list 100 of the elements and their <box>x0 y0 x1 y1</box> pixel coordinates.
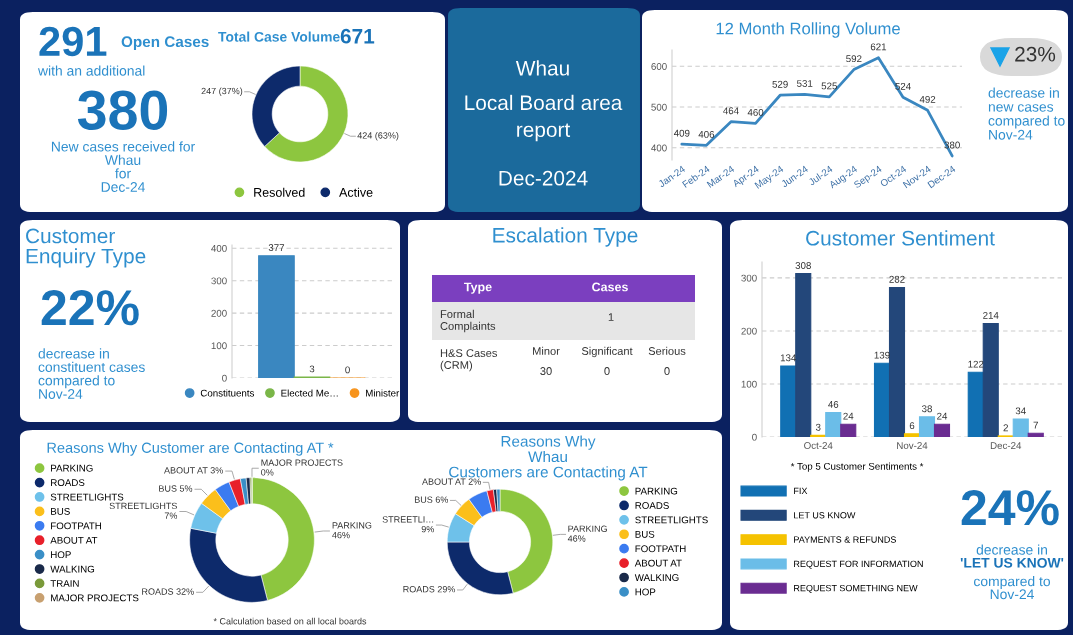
data-label: ROADS 32% <box>142 588 194 595</box>
y-tick-label: 200 <box>741 327 757 335</box>
text: compared to Nov-24 <box>973 576 1051 600</box>
y-tick-label: 600 <box>651 63 667 70</box>
y-tick-label: 400 <box>651 144 667 152</box>
data-label: 592 <box>846 55 862 63</box>
y-tick-label: 200 <box>211 309 227 317</box>
y-tick-label: 0 <box>752 433 757 441</box>
data-label: BUS 5% <box>159 485 193 492</box>
legend-title: * Top 5 Customer Sentiments * <box>790 462 924 472</box>
text: Whau <box>515 60 569 76</box>
data-label: 406 <box>698 130 715 138</box>
legend-label: PAYMENTS & REFUNDS <box>794 536 896 543</box>
data-label: 214 <box>983 311 999 319</box>
data-label: 282 <box>889 275 905 283</box>
data-label: 247 (37%) <box>201 87 243 96</box>
legend-label: ROADS <box>635 502 669 509</box>
text: 380 <box>77 90 168 130</box>
data-label: 0 <box>345 366 350 374</box>
data-label: ABOUT AT 3% <box>164 467 223 474</box>
x-tick-label: Oct-24 <box>804 442 833 449</box>
text: MAJOR PROJECTS 0% <box>261 459 343 476</box>
legend-label: WALKING <box>50 565 95 573</box>
legend-label: PARKING <box>51 464 93 472</box>
legend-label: Resolved <box>254 187 305 197</box>
text: Minor <box>533 346 560 355</box>
text: 22% <box>41 290 139 326</box>
legend-label: PARKING <box>635 487 678 495</box>
data-label: 46 <box>828 401 839 408</box>
text: 23% <box>1015 46 1056 62</box>
text: 'LET US KNOW' <box>960 557 1064 568</box>
bar <box>795 273 812 437</box>
legend-label: REQUEST FOR INFORMATION <box>794 560 923 569</box>
bar <box>258 255 295 378</box>
data-label: 492 <box>919 95 936 103</box>
legend-label: ABOUT AT <box>50 536 98 544</box>
legend-label: HOP <box>635 588 656 596</box>
text: Formal Complaints <box>440 309 496 333</box>
data-label: 308 <box>795 262 811 269</box>
data-label: 6 <box>909 422 915 430</box>
text: 0 <box>604 367 610 375</box>
text: with an additional <box>37 65 145 76</box>
text: 30 <box>540 367 552 375</box>
legend-label: MAJOR PROJECTS <box>51 594 139 602</box>
data-label: 24 <box>937 412 948 420</box>
bar <box>967 371 984 437</box>
legend-label: LET US KNOW <box>794 512 856 519</box>
y-tick-label: 100 <box>741 380 757 388</box>
x-tick-label: Nov-24 <box>897 442 928 449</box>
data-label: STREETLIGHTS 7% <box>109 502 178 519</box>
text: Cases <box>592 282 628 292</box>
text: Local Board area report <box>465 94 623 142</box>
data-label: PARKING 46% <box>332 522 372 539</box>
data-label: 460 <box>747 108 764 116</box>
data-label: 24 <box>843 412 854 420</box>
legend-label: ROADS <box>51 479 85 487</box>
data-label: 531 <box>796 80 813 87</box>
bar <box>825 412 842 437</box>
data-label: 377 <box>268 244 285 252</box>
legend-label: Minister <box>366 389 400 397</box>
x-tick-label: Dec-24 <box>990 442 1022 449</box>
y-tick-label: 300 <box>741 274 757 282</box>
text: decrease in constituent cases compared to Nov-24 <box>38 348 145 399</box>
legend-label: Elected Me… <box>281 389 338 397</box>
data-label: 7 <box>1033 421 1038 429</box>
y-tick-label: 100 <box>211 342 227 350</box>
text: 24% <box>961 490 1059 526</box>
y-tick-label: 500 <box>651 103 667 111</box>
chart-title: Customer Enquiry Type <box>26 228 146 268</box>
data-label: PARKING 46% <box>567 525 607 542</box>
text: 671 <box>340 28 375 44</box>
text: Open Cases <box>121 36 209 51</box>
text: 291 <box>39 26 107 57</box>
text: H&S Cases (CRM) <box>440 349 498 372</box>
text: 1 <box>608 313 614 321</box>
legend-label: HOP <box>51 551 71 559</box>
legend-label: TRAIN <box>50 580 79 587</box>
legend-label: REQUEST SOMETHING NEW <box>794 584 918 593</box>
text: Serious <box>648 346 686 355</box>
text: Significant <box>581 346 633 358</box>
bar <box>1027 432 1044 437</box>
data-label: 424 (63%) <box>357 132 399 141</box>
text: decrease in new cases compared to Nov-24 <box>988 87 1065 140</box>
chart-title: 12 Month Rolling Volume <box>716 22 900 38</box>
legend-label: Active <box>339 187 373 197</box>
legend-label: STREETLIGHTS <box>635 516 708 524</box>
data-label: 464 <box>723 107 739 115</box>
data-label: 2 <box>1003 424 1008 432</box>
legend-label: FOOTPATH <box>51 522 101 530</box>
data-label: 38 <box>921 405 932 413</box>
bar <box>918 416 936 437</box>
text: Type <box>464 282 492 294</box>
legend-label: FOOTPATH <box>635 545 686 553</box>
text: Escalation Type <box>493 227 638 247</box>
bar <box>888 286 906 437</box>
bar <box>873 362 891 437</box>
legend-label: BUS <box>51 508 70 515</box>
bar <box>1012 418 1029 437</box>
text: * Calculation based on all local boards <box>213 617 367 625</box>
bar <box>982 322 999 437</box>
